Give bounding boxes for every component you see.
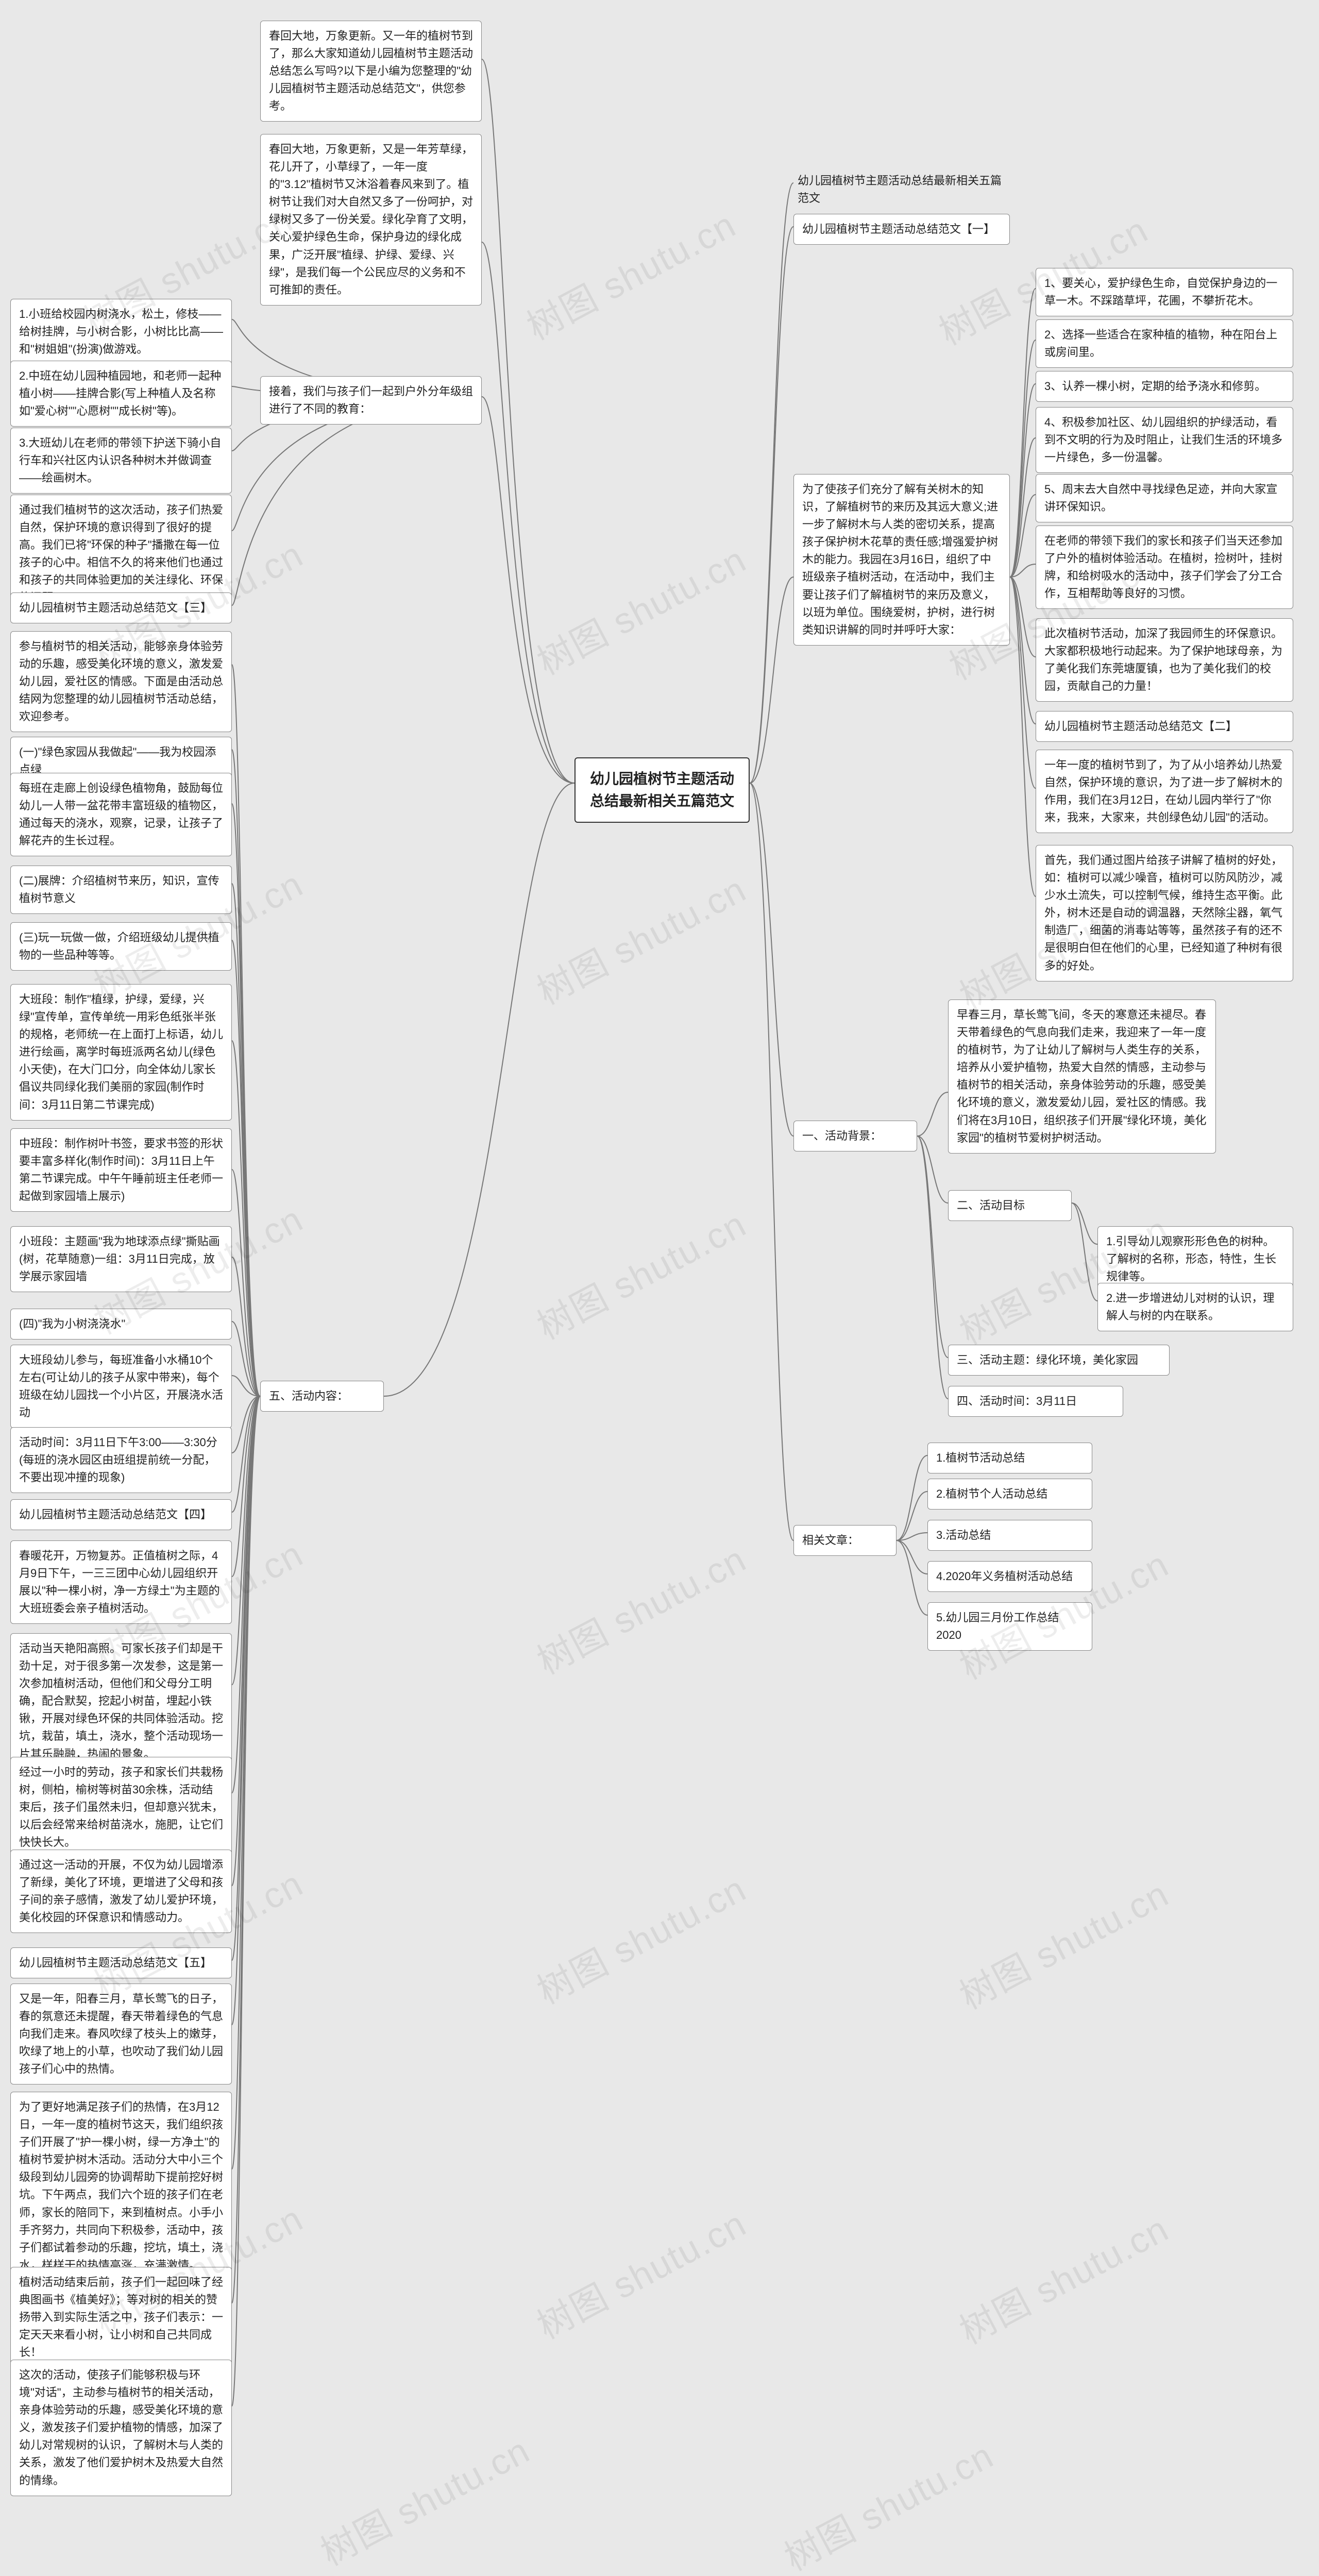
watermark: 树图 shutu.cn (310, 2422, 537, 2576)
node-education-1: 1.小班给校园内树浇水，松土，修枝——给树挂牌，与小树合影，小树比比高——和"树… (10, 299, 232, 365)
root-node: 幼儿园植树节主题活动总结最新相关五篇范文 (574, 757, 750, 823)
watermark: 树图 shutu.cn (516, 196, 743, 350)
watermark: 树图 shutu.cn (949, 2200, 1176, 2354)
node-5-1b: 每班在走廊上创设绿色植物角，鼓励每位幼儿一人带一盆花带丰富班级的植物区，通过每天… (10, 773, 232, 856)
node-template-1-point-7: 此次植树节活动，加深了我园师生的环保意识。大家都积极地行动起来。为了保护地球母亲… (1036, 618, 1293, 702)
node-5-4c: 活动时间：3月11日下午3:00——3:30分(每班的浇水园区由班组提前统一分配… (10, 1427, 232, 1493)
node-related-4: 4.2020年义务植树活动总结 (927, 1561, 1092, 1592)
node-section-1-body: 早春三月，草长莺飞间，冬天的寒意还未褪尽。春天带着绿色的气息向我们走来，我迎来了… (948, 999, 1216, 1154)
node-template-1-point-1: 1、要关心，爱护绿色生命，自觉保护身边的一草一木。不踩踏草坪，花圃，不攀折花木。 (1036, 268, 1293, 316)
node-5-4b: 大班段幼儿参与，每班准备小水桶10个左右(可让幼儿的孩子从家中带来)，每个班级在… (10, 1345, 232, 1428)
node-template-4-3: 经过一小时的劳动，孩子和家长们共栽杨树，侧柏，榆树等树苗30余株，活动结束后，孩… (10, 1757, 232, 1858)
node-template-1-header: 幼儿园植树节主题活动总结范文【一】 (793, 214, 1010, 245)
node-section-3: 三、活动主题：绿化环境，美化家园 (948, 1345, 1170, 1376)
watermark: 树图 shutu.cn (527, 1860, 754, 2014)
node-template-4-header: 幼儿园植树节主题活动总结范文【四】 (10, 1499, 232, 1530)
node-5-3b: 大班段：制作"植绿，护绿，爱绿，兴绿"宣传单，宣传单统一用彩色纸张半张的规格，老… (10, 984, 232, 1121)
watermark: 树图 shutu.cn (527, 2195, 754, 2349)
mindmap-canvas: 幼儿园植树节主题活动总结最新相关五篇范文 春回大地，万象更新。又一年的植树节到了… (0, 0, 1319, 2576)
node-template-4-4: 通过这一活动的开展，不仅为幼儿园增添了新绿，美化了环境，更增进了父母和孩子间的亲… (10, 1850, 232, 1933)
node-template-2-1: 一年一度的植树节到了，为了从小培养幼儿热爱自然，保护环境的意识，为了进一步了解树… (1036, 750, 1293, 833)
watermark: 树图 shutu.cn (527, 1196, 754, 1350)
node-template-2-header: 幼儿园植树节主题活动总结范文【二】 (1036, 711, 1293, 742)
node-intro-1: 春回大地，万象更新。又一年的植树节到了，那么大家知道幼儿园植树节主题活动总结怎么… (260, 21, 482, 122)
node-5-2a: (二)展牌：介绍植树节来历，知识，宣传植树节意义 (10, 866, 232, 914)
node-template-1-point-2: 2、选择一些适合在家种植的植物，种在阳台上或房间里。 (1036, 319, 1293, 368)
node-template-5-1: 又是一年，阳春三月，草长莺飞的日子，春的氛意还未提醒，春天带着绿色的气息向我们走… (10, 1984, 232, 2084)
node-template-4-2: 活动当天艳阳高照。可家长孩子们却是干劲十足，对于很多第一次发参，这是第一次参加植… (10, 1633, 232, 1770)
node-education-3: 3.大班幼儿在老师的带领下护送下骑小自行车和兴社区内认识各种树木并做调查——绘画… (10, 428, 232, 494)
node-template-3-body: 参与植树节的相关活动，能够亲身体验劳动的乐趣，感受美化环境的意义，激发爱幼儿园，… (10, 631, 232, 732)
node-template-1-point-5: 5、周末去大自然中寻找绿色足迹，并向大家宣讲环保知识。 (1036, 474, 1293, 522)
watermark: 树图 shutu.cn (527, 861, 754, 1015)
node-template-5-4: 这次的活动，使孩子们能够积极与环境"对话"，主动参与植树节的相关活动，亲身体验劳… (10, 2360, 232, 2496)
node-template-5-header: 幼儿园植树节主题活动总结范文【五】 (10, 1947, 232, 1978)
node-template-1-body: 为了使孩子们充分了解有关树木的知识，了解植树节的来历及其远大意义;进一步了解树木… (793, 474, 1010, 646)
node-template-3-header: 幼儿园植树节主题活动总结范文【三】 (10, 592, 232, 623)
node-template-5-2: 为了更好地满足孩子们的热情，在3月12日，一年一度的植树节这天，我们组织孩子们开… (10, 2092, 232, 2281)
node-section-1: 一、活动背景： (793, 1121, 917, 1151)
node-section-2: 二、活动目标 (948, 1190, 1072, 1221)
node-education-header: 接着，我们与孩子们一起到户外分年级组进行了不同的教育： (260, 376, 482, 425)
node-related-3: 3.活动总结 (927, 1520, 1092, 1551)
node-template-5-3: 植树活动结束后前，孩子们一起回味了经典图画书《植美好》；等对树的相关的赞扬带入到… (10, 2267, 232, 2368)
node-section-2-2: 2.进一步增进幼儿对树的认识，理解人与树的内在联系。 (1097, 1283, 1293, 1331)
watermark: 树图 shutu.cn (527, 531, 754, 685)
node-template-4-1: 春暖花开，万物复苏。正值植树之际，4月9日下午，一三三团中心幼儿园组织开展以"种… (10, 1540, 232, 1624)
node-intro-2: 春回大地，万象更新，又是一年芳草绿，花儿开了，小草绿了，一年一度的"3.12"植… (260, 134, 482, 306)
node-section-4: 四、活动时间：3月11日 (948, 1386, 1123, 1417)
node-right-heading: 幼儿园植树节主题活动总结最新相关五篇范文 (793, 170, 1010, 209)
node-template-1-point-3: 3、认养一棵小树，定期的给予浇水和修剪。 (1036, 371, 1293, 402)
watermark: 树图 shutu.cn (774, 2427, 1001, 2576)
watermark: 树图 shutu.cn (527, 1531, 754, 1685)
node-section-5: 五、活动内容： (260, 1381, 384, 1412)
node-5-4a: (四)"我为小树浇浇水" (10, 1309, 232, 1340)
node-template-1-point-6: 在老师的带领下我们的家长和孩子们当天还参加了户外的植树体验活动。在植树，捡树叶，… (1036, 526, 1293, 609)
node-5-3a: (三)玩一玩做一做，介绍班级幼儿提供植物的一些品种等等。 (10, 922, 232, 971)
node-related-header: 相关文章： (793, 1525, 897, 1556)
node-5-3c: 中班段：制作树叶书签，要求书签的形状要丰富多样化(制作时间)：3月11日上午第二… (10, 1128, 232, 1212)
node-education-2: 2.中班在幼儿园种植园地，和老师一起种植小树——挂牌合影(写上种植人及名称如"爱… (10, 361, 232, 427)
watermark: 树图 shutu.cn (949, 1866, 1176, 2020)
node-template-2-2: 首先，我们通过图片给孩子讲解了植树的好处，如：植树可以减少噪音，植树可以防风防沙… (1036, 845, 1293, 981)
node-template-1-point-4: 4、积极参加社区、幼儿园组织的护绿活动，看到不文明的行为及时阻止，让我们生活的环… (1036, 407, 1293, 473)
node-related-5: 5.幼儿园三月份工作总结2020 (927, 1602, 1092, 1651)
node-related-2: 2.植树节个人活动总结 (927, 1479, 1092, 1510)
node-5-3d: 小班段：主题画"我为地球添点绿"撕贴画(树，花草随意)一组：3月11日完成，放学… (10, 1226, 232, 1292)
node-related-1: 1.植树节活动总结 (927, 1443, 1092, 1473)
